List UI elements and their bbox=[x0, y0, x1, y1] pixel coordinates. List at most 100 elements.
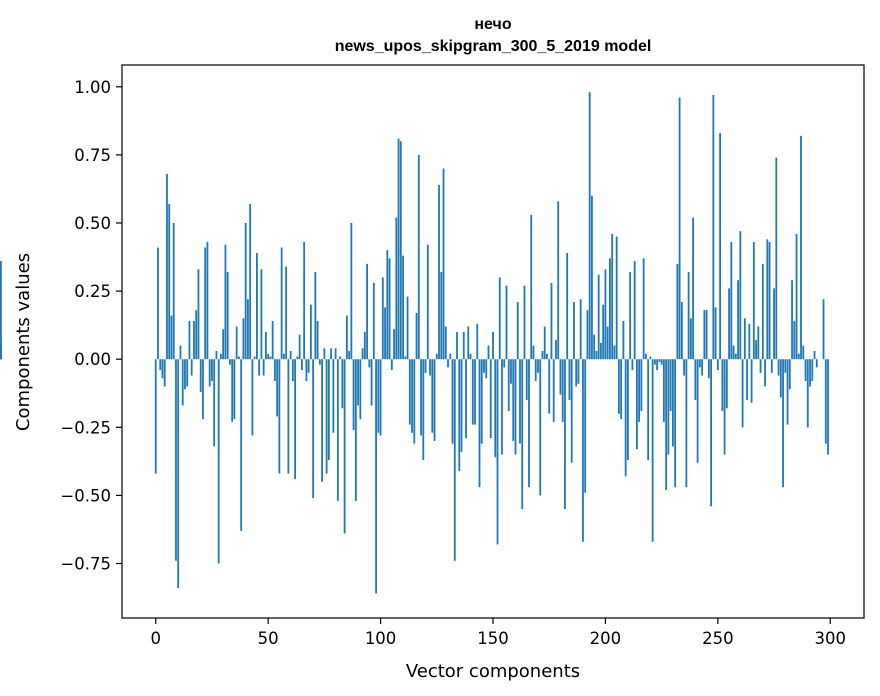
bar bbox=[476, 323, 479, 360]
bar bbox=[739, 231, 742, 360]
bar bbox=[734, 353, 737, 360]
bar bbox=[238, 356, 240, 360]
bar bbox=[512, 359, 515, 441]
bar bbox=[824, 359, 827, 444]
bar bbox=[669, 359, 672, 411]
x-tick-label: 50 bbox=[258, 629, 279, 648]
bar bbox=[552, 359, 555, 422]
bar bbox=[285, 266, 288, 360]
x-tick-label: 250 bbox=[702, 629, 734, 648]
bar bbox=[253, 356, 256, 360]
bar bbox=[195, 310, 198, 360]
bar bbox=[199, 359, 202, 392]
bar bbox=[413, 359, 416, 444]
bar bbox=[703, 310, 706, 360]
bar bbox=[298, 334, 301, 360]
bar bbox=[305, 359, 308, 381]
bar bbox=[422, 359, 425, 460]
x-tick-label: 150 bbox=[477, 629, 509, 648]
chart-title-line1: нечо bbox=[474, 16, 511, 33]
bar bbox=[460, 359, 463, 452]
bar bbox=[746, 359, 748, 401]
bar bbox=[451, 359, 454, 444]
bar bbox=[627, 359, 629, 460]
bar bbox=[696, 359, 699, 463]
bar bbox=[217, 359, 220, 564]
bar bbox=[267, 353, 270, 360]
bar bbox=[175, 359, 177, 561]
bar bbox=[723, 359, 726, 455]
bar bbox=[725, 359, 728, 409]
bar bbox=[757, 326, 760, 360]
bar bbox=[577, 359, 580, 384]
bar bbox=[784, 359, 787, 373]
bar bbox=[568, 359, 571, 401]
bar bbox=[415, 312, 418, 360]
bar bbox=[235, 326, 238, 360]
bar bbox=[555, 340, 557, 360]
bar bbox=[206, 242, 209, 360]
bar bbox=[449, 353, 452, 360]
bar bbox=[474, 359, 476, 425]
bar bbox=[507, 359, 510, 411]
bar bbox=[496, 359, 499, 545]
bar bbox=[579, 299, 582, 360]
bar bbox=[806, 359, 809, 428]
bar bbox=[247, 299, 249, 360]
bar bbox=[656, 359, 659, 371]
bars-group bbox=[0, 92, 829, 594]
bar bbox=[339, 356, 341, 360]
bar bbox=[260, 269, 263, 360]
bar bbox=[309, 304, 312, 360]
bar bbox=[444, 326, 447, 360]
y-tick-label: 0.50 bbox=[74, 214, 111, 233]
bar bbox=[442, 168, 445, 360]
bar bbox=[251, 359, 254, 436]
bar bbox=[211, 359, 213, 381]
bar bbox=[593, 334, 596, 360]
bar bbox=[667, 359, 670, 455]
bar bbox=[168, 203, 171, 360]
bar bbox=[363, 331, 366, 360]
bar bbox=[256, 252, 258, 360]
bar bbox=[190, 359, 193, 376]
y-axis-label: Components values bbox=[13, 253, 34, 431]
y-tick-label: −0.50 bbox=[60, 486, 111, 505]
bar bbox=[566, 252, 569, 360]
bar bbox=[343, 359, 346, 534]
y-tick-label: 1.00 bbox=[74, 78, 111, 97]
bar bbox=[0, 261, 2, 360]
bar bbox=[170, 315, 173, 360]
bar bbox=[802, 345, 805, 360]
bar bbox=[404, 356, 407, 360]
bar bbox=[163, 359, 166, 387]
bar bbox=[334, 348, 337, 360]
bar bbox=[748, 323, 751, 360]
bar bbox=[184, 359, 186, 390]
bar bbox=[523, 285, 526, 360]
bar bbox=[469, 353, 472, 360]
bar bbox=[705, 310, 708, 360]
bar bbox=[229, 359, 231, 365]
bar bbox=[262, 359, 265, 376]
bar bbox=[809, 359, 811, 387]
bar bbox=[588, 92, 591, 360]
y-axis-ticks: −0.75 −0.50 −0.25 0.00 0.25 0.50 0.75 1.00 bbox=[60, 78, 122, 574]
bar bbox=[276, 359, 279, 417]
bar bbox=[591, 195, 593, 360]
bar bbox=[689, 318, 692, 360]
bar bbox=[501, 359, 503, 455]
bar bbox=[489, 359, 492, 439]
bar bbox=[341, 359, 344, 409]
bar bbox=[770, 359, 773, 373]
bar bbox=[586, 310, 589, 360]
bar bbox=[658, 359, 661, 362]
bar bbox=[640, 359, 643, 411]
bar bbox=[707, 359, 710, 379]
bar bbox=[642, 258, 645, 360]
bar bbox=[728, 288, 730, 360]
plot-frame bbox=[121, 64, 865, 619]
bar bbox=[541, 351, 544, 360]
bar bbox=[336, 359, 339, 501]
bar bbox=[505, 285, 508, 360]
